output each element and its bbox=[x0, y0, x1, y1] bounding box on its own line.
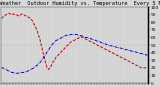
Title: Milwaukee Weather  Outdoor Humidity vs. Temperature  Every 5 Minutes: Milwaukee Weather Outdoor Humidity vs. T… bbox=[0, 1, 160, 6]
